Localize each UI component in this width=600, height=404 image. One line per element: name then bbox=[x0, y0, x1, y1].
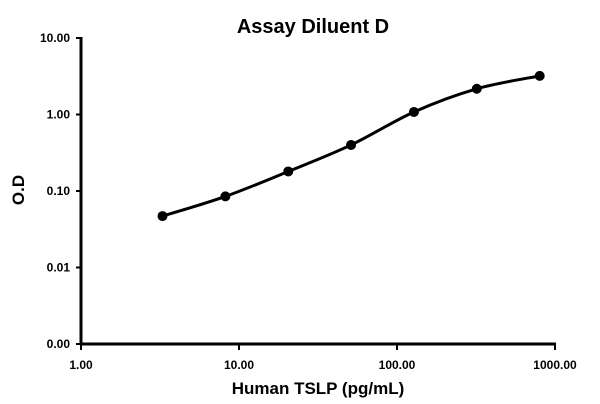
data-point bbox=[283, 166, 294, 177]
y-tick-label: 0.00 bbox=[47, 337, 71, 351]
x-tick-label: 10.00 bbox=[224, 358, 254, 372]
x-ticks: 1.00 10.00 100.00 1000.00 bbox=[69, 344, 577, 372]
x-tick-label: 100.00 bbox=[379, 358, 416, 372]
y-tick-label: 10.00 bbox=[40, 31, 70, 45]
data-point bbox=[346, 139, 357, 150]
data-point bbox=[157, 211, 168, 222]
x-axis-label: Human TSLP (pg/mL) bbox=[232, 379, 405, 398]
data-point bbox=[471, 83, 482, 94]
data-point bbox=[408, 106, 419, 117]
data-point bbox=[534, 70, 545, 81]
y-tick-label: 0.01 bbox=[47, 261, 71, 275]
y-ticks: 0.00 0.01 0.10 1.00 10.00 bbox=[40, 31, 81, 351]
y-axis-label: O.D bbox=[9, 175, 28, 205]
x-tick-label: 1000.00 bbox=[533, 358, 577, 372]
y-tick-label: 0.10 bbox=[47, 184, 71, 198]
data-point bbox=[220, 191, 231, 202]
chart-title: Assay Diluent D bbox=[237, 16, 389, 38]
x-tick-label: 1.00 bbox=[69, 358, 93, 372]
y-tick-label: 1.00 bbox=[47, 108, 71, 122]
series-group bbox=[157, 70, 545, 222]
